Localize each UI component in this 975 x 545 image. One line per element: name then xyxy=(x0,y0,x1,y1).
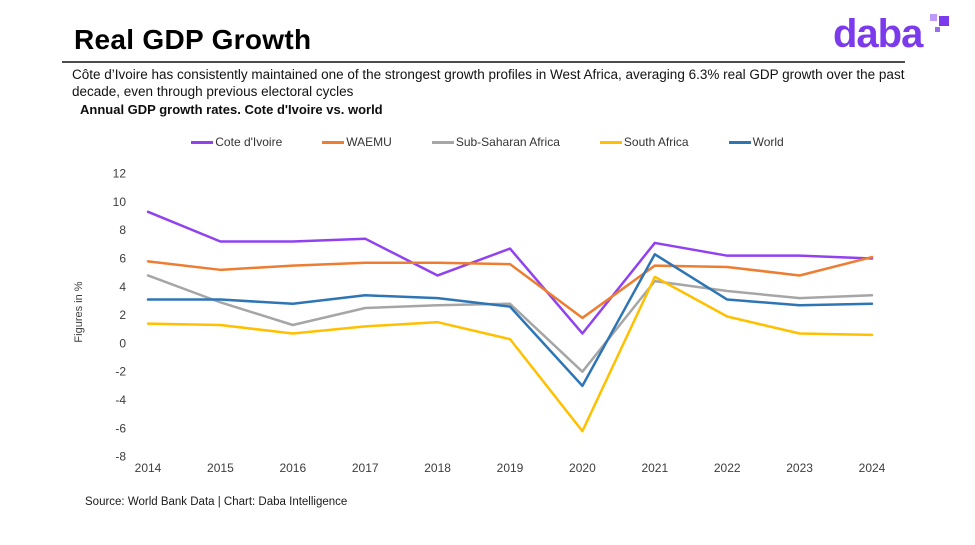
x-axis-tick-label: 2020 xyxy=(569,461,596,475)
legend-item-sub-saharan-africa: Sub-Saharan Africa xyxy=(431,135,560,149)
y-axis-tick-label: 2 xyxy=(119,308,126,322)
x-axis-tick-label: 2014 xyxy=(135,461,162,475)
series-line-sub-saharan-africa xyxy=(146,274,874,373)
y-axis-tick-label: 12 xyxy=(113,167,127,181)
legend-label: South Africa xyxy=(623,135,689,149)
daba-logo-text: daba xyxy=(833,12,923,56)
series-line-world xyxy=(146,253,874,388)
x-axis-tick-label: 2015 xyxy=(207,461,234,475)
page-title: Real GDP Growth xyxy=(74,24,312,55)
y-axis-tick-label: 0 xyxy=(119,336,126,350)
x-axis-tick-label: 2022 xyxy=(714,461,741,475)
legend-label: WAEMU xyxy=(346,135,392,149)
legend-line-marker-icon xyxy=(599,140,622,144)
title-divider xyxy=(62,61,905,63)
y-axis-tick-label: -8 xyxy=(115,450,126,464)
x-axis-tick-label: 2016 xyxy=(279,461,306,475)
legend-label: World xyxy=(752,135,784,149)
chart-title: Annual GDP growth rates. Cote d'Ivoire v… xyxy=(80,102,383,117)
legend-line-marker-icon xyxy=(728,140,751,144)
legend-line-marker-icon xyxy=(431,140,454,144)
legend-item-waemu: WAEMU xyxy=(322,135,392,149)
x-axis-tick-label: 2023 xyxy=(786,461,813,475)
logo-pixel-icon xyxy=(939,16,949,26)
series-line-waemu xyxy=(146,255,874,320)
legend-item-cote-d-ivoire: Cote d'Ivoire xyxy=(191,135,282,149)
x-axis-tick-label: 2024 xyxy=(859,461,886,475)
legend-label: Sub-Saharan Africa xyxy=(455,135,560,149)
x-axis-tick-label: 2019 xyxy=(497,461,524,475)
x-axis-tick-label: 2021 xyxy=(641,461,668,475)
y-axis-tick-label: -4 xyxy=(115,393,126,407)
series-line-cote-d-ivoire xyxy=(146,210,874,335)
y-axis-tick-label: -2 xyxy=(115,365,126,379)
daba-logo: daba xyxy=(833,12,949,57)
y-axis-tick-label: 6 xyxy=(119,252,126,266)
y-axis-tick-label: 10 xyxy=(113,195,127,209)
legend-line-marker-icon xyxy=(191,140,214,144)
legend-line-marker-icon xyxy=(322,140,345,144)
y-axis-tick-label: 8 xyxy=(119,223,126,237)
chart-legend: Cote d'Ivoire WAEMU Sub-Saharan Africa Sout… xyxy=(0,135,975,149)
legend-item-south-africa: South Africa xyxy=(599,135,689,149)
legend-item-world: World xyxy=(728,135,784,149)
subtitle-text: Côte d’Ivoire has consistently maintaine… xyxy=(72,67,905,99)
y-axis-title: Figures in % xyxy=(73,281,85,342)
logo-pixel-icon xyxy=(930,14,937,21)
y-axis-tick-label: 4 xyxy=(119,280,126,294)
x-axis-tick-label: 2018 xyxy=(424,461,451,475)
logo-pixel-icon xyxy=(935,27,940,32)
y-axis-tick-label: -6 xyxy=(115,421,126,435)
series-line-south-africa xyxy=(146,275,874,433)
source-note: Source: World Bank Data | Chart: Daba In… xyxy=(85,496,348,508)
legend-label: Cote d'Ivoire xyxy=(215,135,283,149)
x-axis-tick-label: 2017 xyxy=(352,461,379,475)
